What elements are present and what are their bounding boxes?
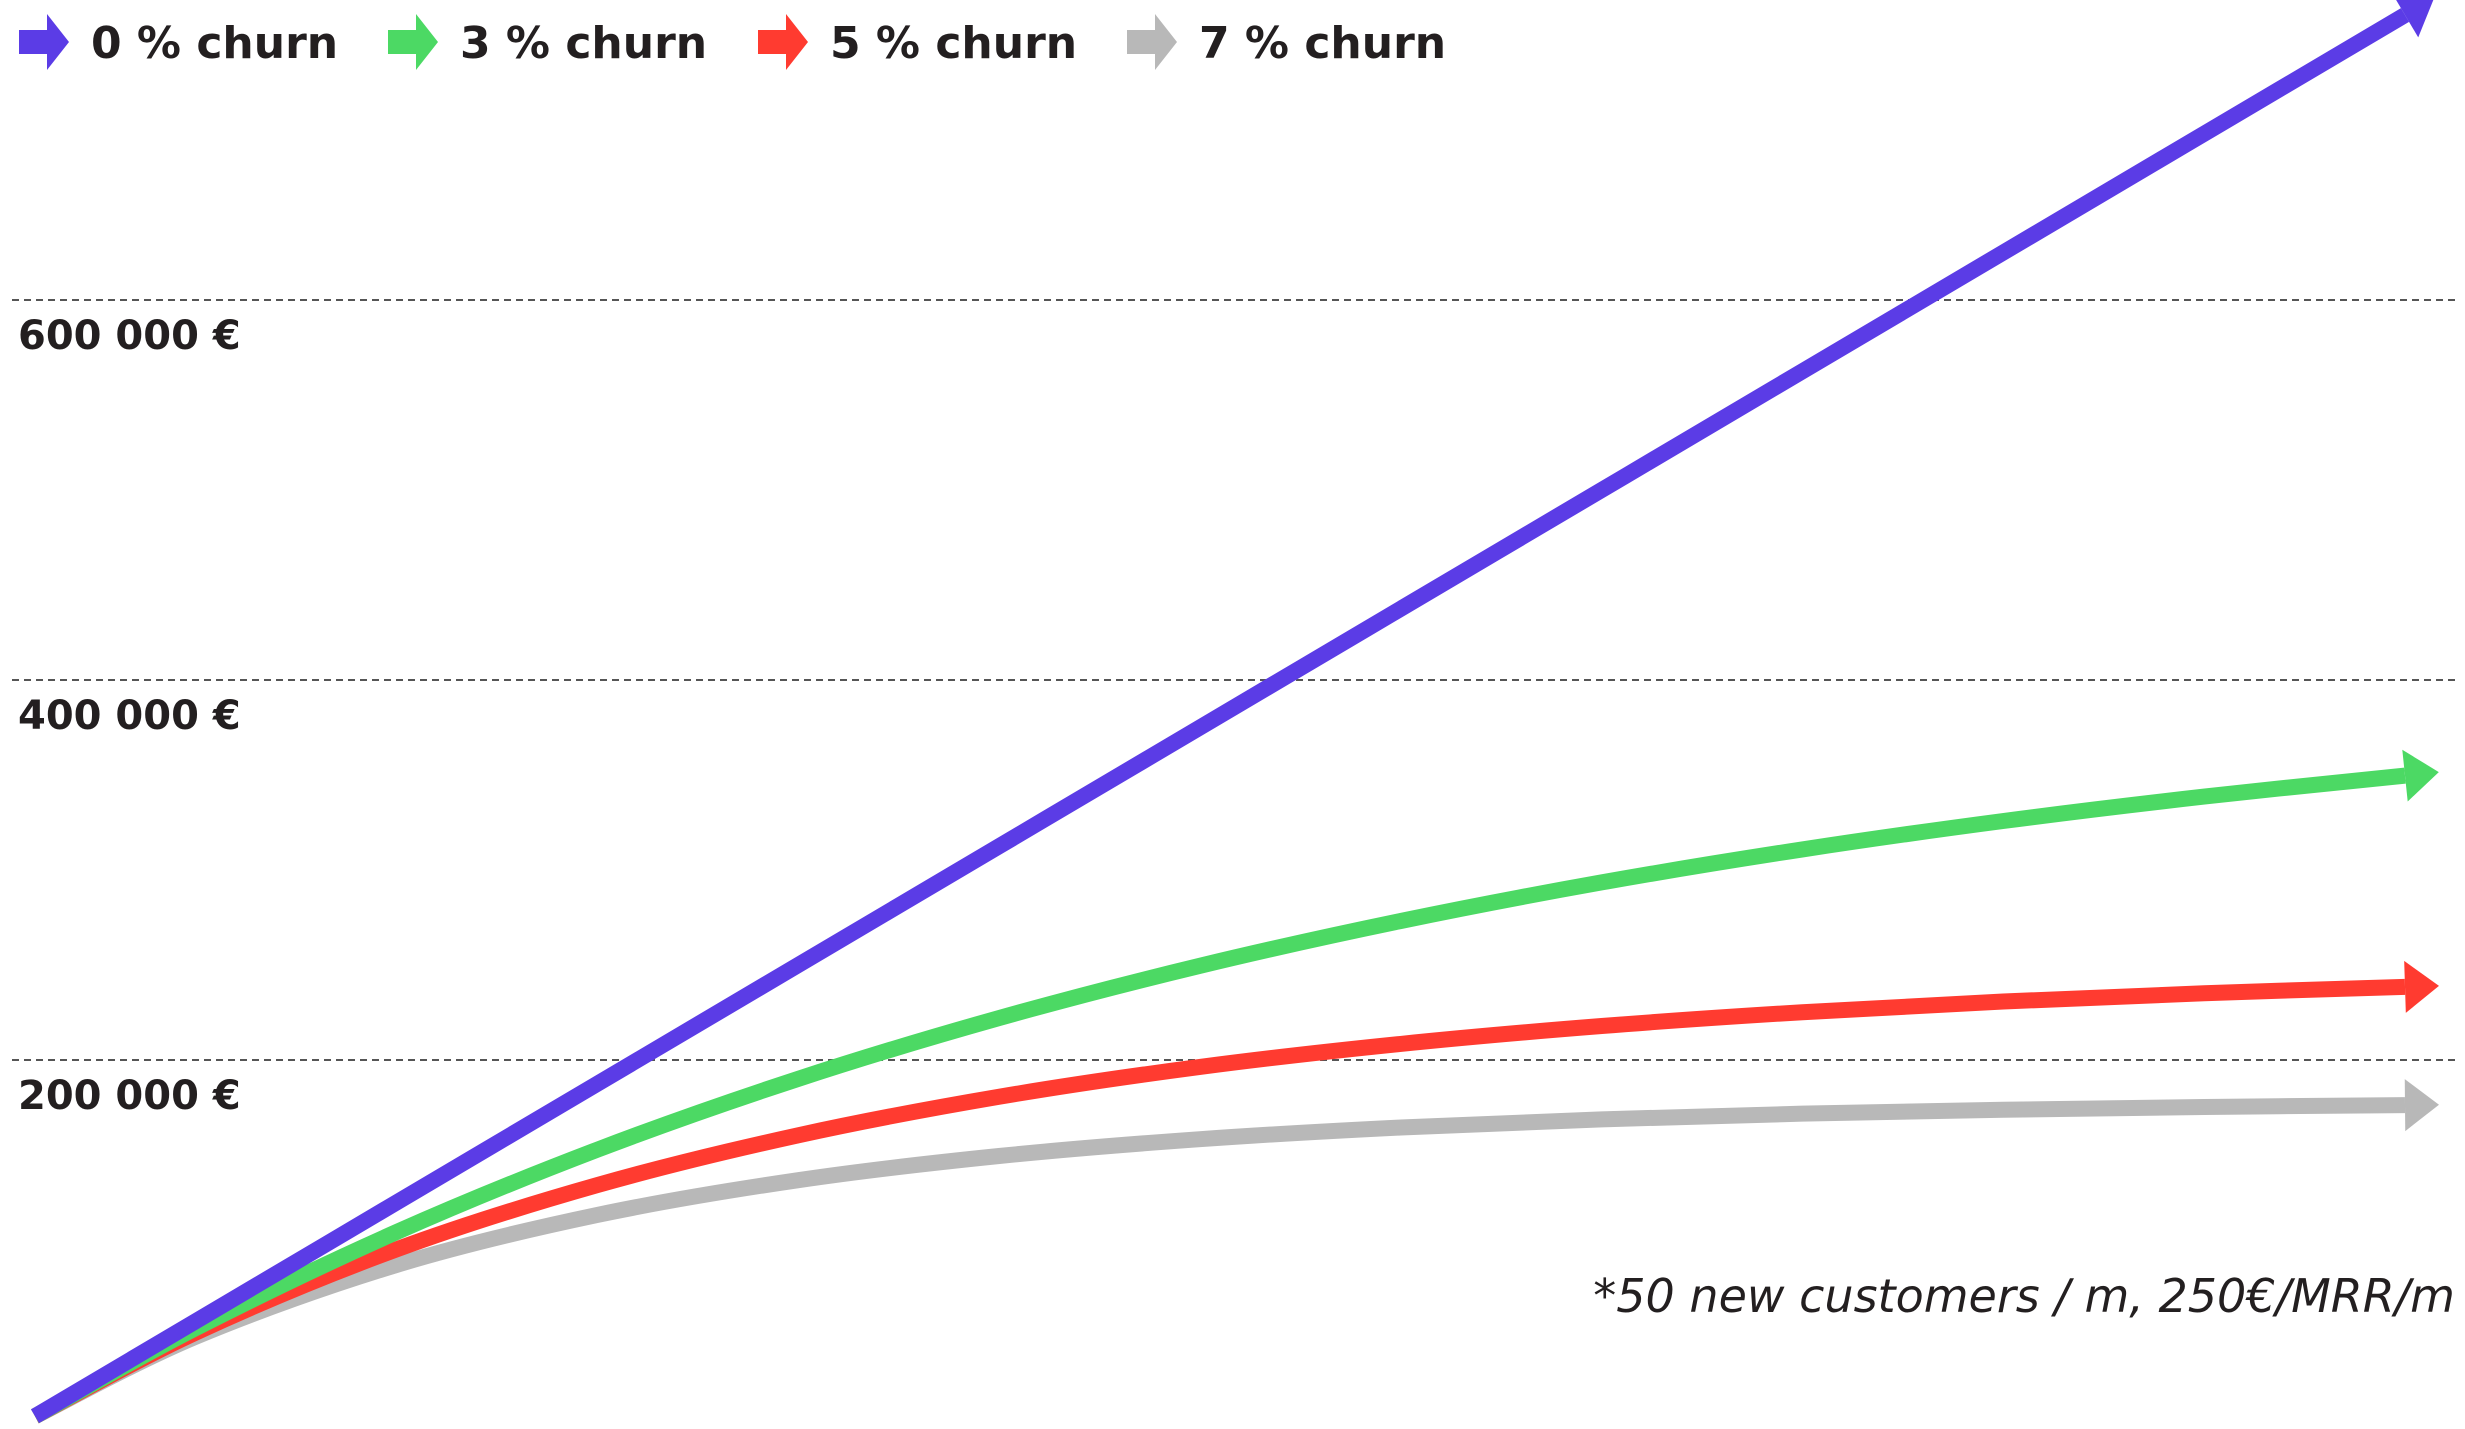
y-tick-label: 600 000 € [18,313,241,359]
series-3-churn [31,749,2439,1424]
series-line [31,1097,2406,1424]
arrowhead-icon [2404,1079,2439,1132]
series-line [31,767,2406,1424]
legend-arrow-icon [1127,14,1177,70]
arrowhead-icon [2396,0,2434,38]
series-5-churn [31,960,2439,1424]
y-tick-label: 200 000 € [18,1073,241,1119]
legend-arrow-icon [388,14,438,70]
legend: 0 % churn 3 % churn 5 % churn 7 % churn [19,14,1446,70]
y-tick-labels: 200 000 € 400 000 € 600 000 € [18,313,241,1119]
series-0-churn [30,0,2434,1424]
series-7-churn [31,1079,2439,1424]
series-line [31,978,2406,1424]
series-lines [30,0,2439,1424]
arrowhead-icon [2402,749,2439,802]
y-tick-label: 400 000 € [18,693,241,739]
legend-label: 3 % churn [460,18,707,69]
legend-item: 5 % churn [758,14,1077,70]
legend-item: 7 % churn [1127,14,1446,70]
legend-label: 7 % churn [1199,18,1446,69]
legend-item: 0 % churn [19,14,338,70]
arrowhead-icon [2404,960,2439,1013]
legend-label: 0 % churn [91,18,338,69]
legend-item: 3 % churn [388,14,707,70]
legend-arrow-icon [758,14,808,70]
series-line [30,8,2410,1424]
gridlines [12,299,2458,1061]
legend-label: 5 % churn [830,18,1077,69]
legend-arrow-icon [19,14,69,70]
footnote-annotation: *50 new customers / m, 250€/MRR/m [1593,1269,2455,1323]
